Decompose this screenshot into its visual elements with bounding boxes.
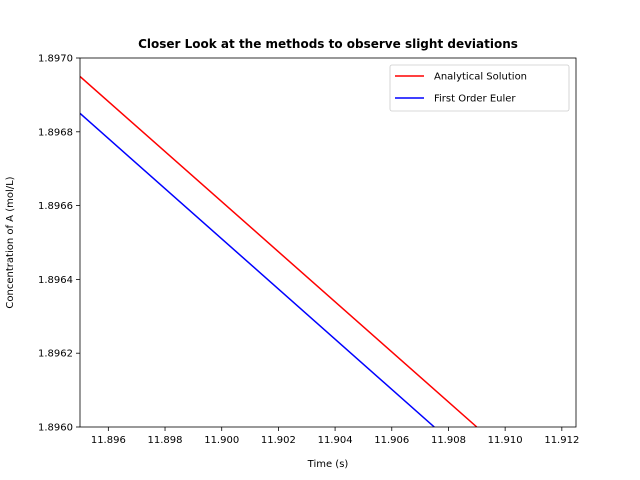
chart-title: Closer Look at the methods to observe sl…	[138, 37, 518, 51]
y-axis-ticks: 1.8960 1.8962 1.8964 1.8966 1.8968 1.8970	[38, 54, 80, 434]
legend-label-2: First Order Euler	[434, 94, 516, 105]
x-axis-label: Time (s)	[307, 459, 349, 470]
x-axis-ticks: 11.896 11.898 11.900 11.902 11.904 11.906 11.9…	[91, 427, 579, 446]
series-layer	[80, 75, 478, 427]
x-tick-label: 11.912	[544, 435, 579, 446]
y-tick-label: 1.8962	[38, 349, 73, 360]
x-tick-label: 11.904	[318, 435, 353, 446]
x-tick-label: 11.900	[204, 435, 239, 446]
x-tick-label: 11.908	[431, 435, 466, 446]
y-tick-label: 1.8970	[38, 54, 73, 65]
series-line-2	[80, 112, 435, 427]
x-tick-label: 11.906	[374, 435, 409, 446]
y-axis-label: Concentration of A (mol/L)	[5, 176, 16, 308]
plot-area	[80, 58, 576, 427]
x-tick-label: 11.896	[91, 435, 126, 446]
series-line-1	[80, 75, 478, 427]
legend-label-1: Analytical Solution	[434, 72, 527, 83]
x-tick-label: 11.898	[148, 435, 183, 446]
x-tick-label: 11.910	[488, 435, 523, 446]
x-tick-label: 11.902	[261, 435, 296, 446]
y-tick-label: 1.8968	[38, 127, 73, 138]
y-tick-label: 1.8960	[38, 423, 73, 434]
legend: Analytical Solution First Order Euler	[389, 64, 570, 112]
y-tick-label: 1.8966	[38, 201, 73, 212]
legend-box	[389, 64, 570, 112]
plot-frame	[79, 57, 577, 428]
y-tick-label: 1.8964	[38, 275, 73, 286]
